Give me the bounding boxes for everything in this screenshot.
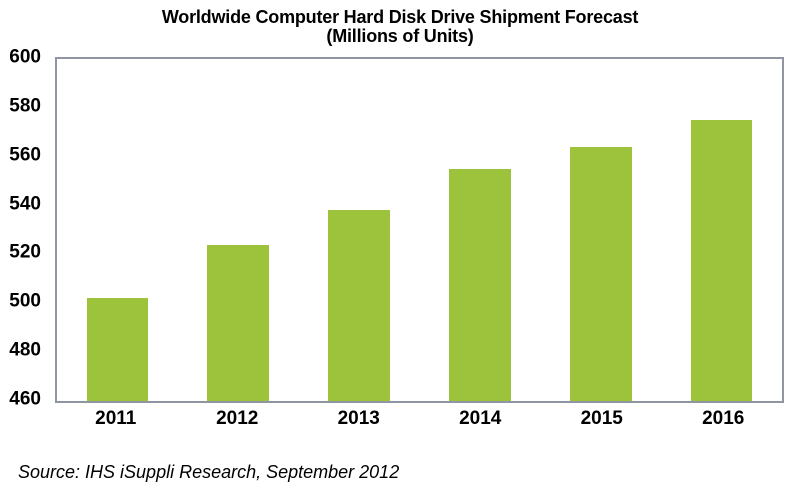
bar-cell-2015 [540,59,661,401]
bar-cell-2011 [57,59,178,401]
chart-title: Worldwide Computer Hard Disk Drive Shipm… [161,7,639,27]
bar-2013 [328,210,390,401]
bar-cell-2012 [178,59,299,401]
x-tick-label: 2014 [459,408,502,429]
y-tick-label: 480 [9,339,41,361]
bar-cell-2013 [299,59,420,401]
y-tick-label: 540 [9,193,41,215]
y-tick-label: 460 [9,388,41,410]
bar-2016 [690,120,753,401]
bar-cell-2014 [419,59,540,401]
chart-subtitle: (Millions of Units) [326,26,474,46]
x-axis-labels: 2011 2012 2013 2014 2015 2016 [55,408,784,430]
bar-cell-2016 [661,59,782,401]
bar-2014 [449,168,511,401]
x-tick-label: 2015 [580,408,623,429]
plot-area [55,57,784,403]
y-tick-label: 560 [9,144,41,166]
bar-2012 [207,244,270,401]
source-note: Source: IHS iSuppli Research, September … [18,462,400,482]
bar-2011 [86,298,149,401]
chart-title-block: Worldwide Computer Hard Disk Drive Shipm… [0,8,800,46]
y-axis-labels: 460 480 500 520 540 560 580 600 [0,48,55,409]
x-tick-label: 2016 [702,408,745,429]
y-tick-label: 520 [9,241,41,263]
bar-series [57,59,782,401]
y-tick-label: 580 [9,95,41,117]
y-tick-label: 600 [9,46,41,68]
x-tick-label: 2012 [216,408,259,429]
y-tick-label: 500 [9,290,41,312]
x-tick-label: 2013 [337,408,380,429]
x-tick-label: 2011 [95,408,137,429]
bar-2015 [569,146,632,401]
